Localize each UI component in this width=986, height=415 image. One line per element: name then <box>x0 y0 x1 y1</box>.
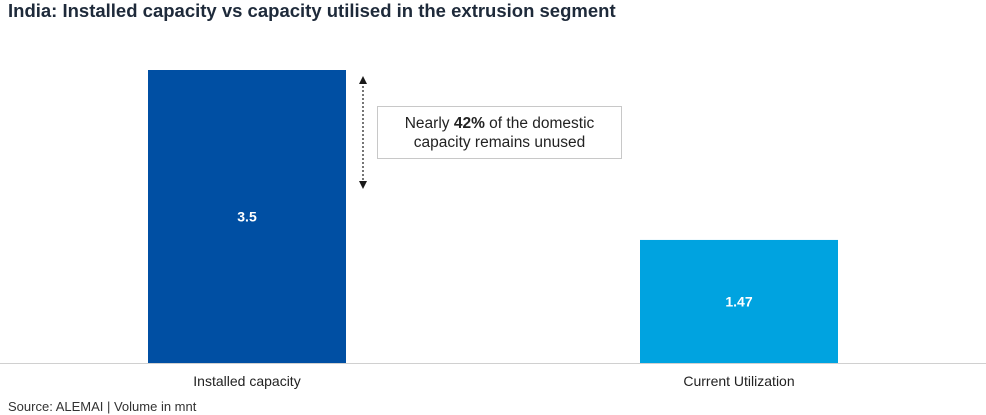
callout-highlight: 42% <box>453 114 485 132</box>
difference-arrow <box>359 76 367 189</box>
bar-installed-capacity <box>148 70 346 363</box>
arrow-down-head <box>359 181 367 189</box>
category-label-installed-capacity: Installed capacity <box>193 373 300 389</box>
callout-middle: of the domestic <box>484 114 595 132</box>
callout-line-2: capacity remains unused <box>413 133 586 151</box>
value-label-current-utilization: 1.47 <box>725 293 752 309</box>
callout-prefix: Nearly <box>404 114 454 132</box>
category-label-current-utilization: Current Utilization <box>683 373 794 389</box>
bar-current-utilization <box>640 239 838 363</box>
chart-title: India: Installed capacity vs capacity ut… <box>8 0 616 21</box>
unused-capacity-callout: Nearly 42% of the domestic capacity rema… <box>377 106 622 159</box>
source-note: Source: ALEMAI | Volume in mnt <box>8 399 197 414</box>
callout-line-1: Nearly 42% of the domestic <box>405 114 595 133</box>
arrow-up-head <box>359 76 367 84</box>
value-label-installed-capacity: 3.5 <box>237 209 257 225</box>
